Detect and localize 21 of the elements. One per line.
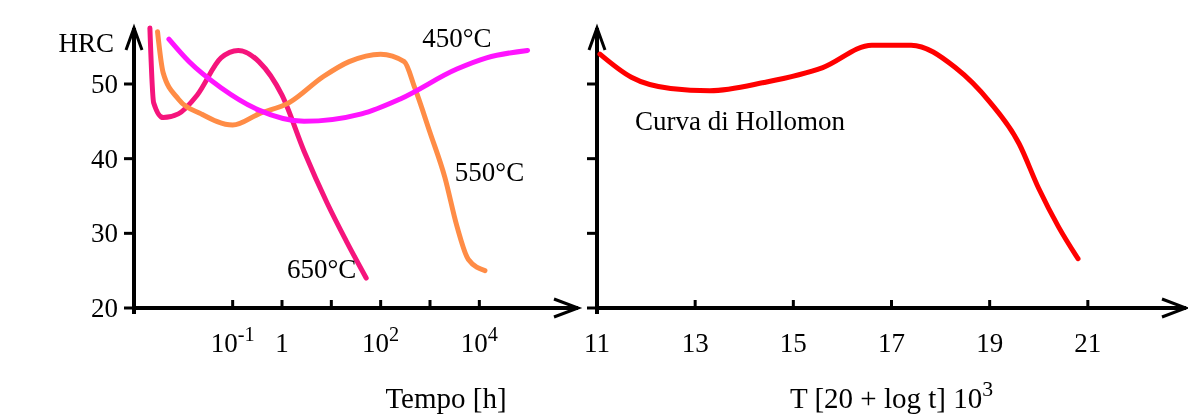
series-label: 450°C xyxy=(422,23,492,54)
y-tick-label: 20 xyxy=(91,293,118,323)
x-tick-label: 11 xyxy=(584,328,610,358)
x-tick-label: 10$^{4}$ xyxy=(460,323,498,358)
x-tick-label: 15 xyxy=(779,328,807,358)
y-tick-label: 50 xyxy=(91,69,118,99)
x-tick-label: 10$^{2}$ xyxy=(362,323,400,358)
y-tick-label: 30 xyxy=(91,218,118,249)
x-axis-title: T [20 + log t] 10$^{3}$ xyxy=(789,377,994,414)
x-axis-title: Tempo [h] xyxy=(385,382,507,414)
x-tick-label: 10$^{-1}$ xyxy=(210,323,255,358)
x-tick-label: 13 xyxy=(681,328,709,358)
x-tick-label: 1 xyxy=(275,328,289,358)
y-axis-title: HRC xyxy=(58,28,114,58)
x-tick-label: 21 xyxy=(1074,328,1102,358)
x-tick-label: 19 xyxy=(976,328,1004,358)
x-tick-label: 17 xyxy=(878,328,905,358)
annotation: Curva di Hollomon xyxy=(635,106,846,136)
series-label: 550°C xyxy=(454,157,525,188)
y-tick-label: 40 xyxy=(91,143,118,174)
series-label: 650°C xyxy=(286,254,357,285)
